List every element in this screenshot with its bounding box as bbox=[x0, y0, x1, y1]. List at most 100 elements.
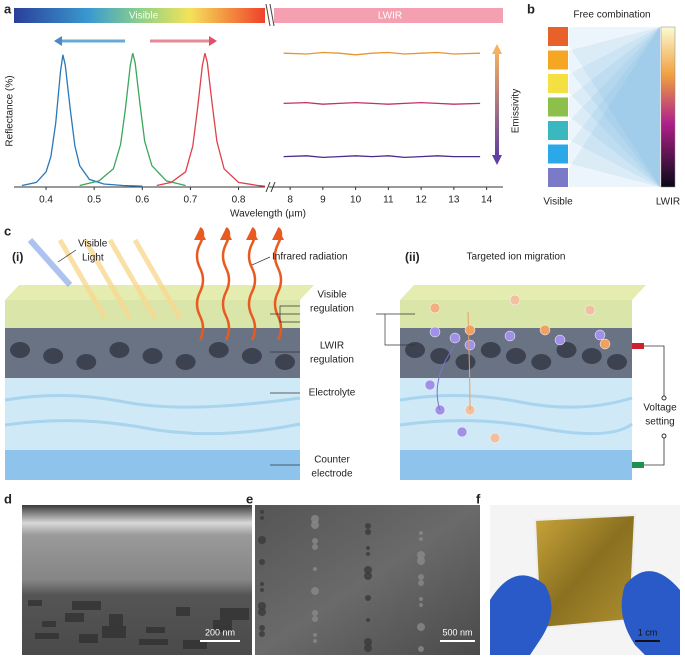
pore bbox=[531, 354, 552, 370]
line-series bbox=[283, 101, 481, 105]
panel-label: c bbox=[4, 223, 11, 238]
electrolyte bbox=[400, 378, 632, 450]
sem-grain bbox=[366, 552, 370, 556]
line-series bbox=[156, 53, 266, 187]
ion bbox=[429, 302, 441, 314]
sem-texture bbox=[65, 613, 84, 622]
ion bbox=[504, 330, 516, 342]
sem-grain bbox=[311, 587, 319, 595]
visible-beam bbox=[82, 238, 133, 320]
axis-label: LWIR bbox=[656, 197, 680, 208]
color-swatch bbox=[548, 97, 568, 117]
ion-path bbox=[467, 311, 471, 411]
sem-texture bbox=[146, 627, 165, 633]
glove bbox=[490, 575, 552, 655]
counter-electrode bbox=[5, 450, 300, 480]
annotation: Light bbox=[82, 253, 104, 264]
electrode-tab bbox=[632, 343, 644, 349]
arrow-head bbox=[194, 228, 206, 240]
x-tick-label: 0.5 bbox=[87, 195, 101, 206]
combination-fan bbox=[569, 27, 660, 187]
leader bbox=[57, 249, 77, 263]
panel-label: b bbox=[527, 1, 535, 16]
sem-grain bbox=[419, 603, 423, 607]
pore bbox=[142, 348, 163, 364]
pore bbox=[480, 342, 501, 358]
panel-label: e bbox=[246, 491, 253, 506]
pore bbox=[405, 342, 425, 358]
sem-texture bbox=[28, 600, 42, 606]
electrolyte-wave bbox=[4, 393, 301, 409]
pore bbox=[10, 342, 30, 358]
line-series bbox=[283, 51, 481, 56]
pore bbox=[556, 342, 577, 358]
layer-label: regulation bbox=[310, 304, 354, 315]
sem-texture bbox=[109, 614, 123, 626]
counter-electrode bbox=[400, 450, 632, 480]
sem-grain bbox=[417, 623, 425, 631]
axis-break bbox=[270, 181, 276, 193]
visible-beam bbox=[57, 238, 108, 320]
visible-band bbox=[14, 8, 265, 23]
color-swatch bbox=[548, 50, 568, 70]
leader bbox=[251, 256, 271, 266]
pore bbox=[506, 348, 526, 364]
sem-grain bbox=[417, 551, 425, 559]
x-tick-label: 0.4 bbox=[39, 195, 53, 206]
band-label: LWIR bbox=[378, 11, 402, 22]
pore bbox=[581, 348, 602, 364]
combination-fan bbox=[569, 27, 660, 187]
sub-label: (ii) bbox=[405, 250, 420, 264]
pore bbox=[76, 354, 97, 370]
ir-wave bbox=[247, 226, 257, 341]
sem-grain bbox=[260, 588, 264, 592]
sem-grain bbox=[365, 595, 371, 601]
sem-grain bbox=[417, 557, 425, 565]
sem-grain bbox=[312, 538, 318, 544]
annotation: Voltage bbox=[643, 403, 677, 414]
sem-grain bbox=[312, 610, 318, 616]
pore bbox=[455, 354, 476, 370]
axis-label: Visible bbox=[543, 197, 573, 208]
sem-grain bbox=[365, 523, 371, 529]
electrolyte-wave bbox=[399, 393, 633, 409]
y-axis-title: Emissivity bbox=[511, 89, 522, 133]
sem-grain bbox=[419, 531, 423, 535]
sem-texture bbox=[42, 621, 56, 627]
sem-grain bbox=[312, 616, 318, 622]
sem-texture bbox=[79, 634, 98, 643]
sem-texture bbox=[72, 601, 101, 610]
scale-label: 500 nm bbox=[442, 627, 472, 637]
pore bbox=[275, 354, 295, 370]
sem-grain bbox=[313, 633, 317, 637]
sem-grain bbox=[258, 536, 266, 544]
pore bbox=[208, 342, 229, 358]
sem-grain bbox=[260, 516, 264, 520]
x-tick-label: 9 bbox=[320, 195, 326, 206]
color-swatch bbox=[548, 121, 568, 140]
panel-label: f bbox=[476, 491, 481, 506]
x-tick-label: 0.7 bbox=[183, 195, 197, 206]
x-tick-label: 11 bbox=[383, 195, 394, 206]
x-tick-label: 14 bbox=[481, 195, 493, 206]
sem-grain bbox=[418, 574, 424, 580]
arrow-head bbox=[272, 228, 284, 240]
arrow-head bbox=[492, 155, 502, 165]
ion bbox=[584, 304, 596, 316]
annotation: Infrared radiation bbox=[272, 252, 348, 263]
layer-label: regulation bbox=[310, 355, 354, 366]
sem-grain bbox=[311, 515, 319, 523]
lwir-band bbox=[274, 8, 503, 23]
ion bbox=[539, 324, 551, 336]
layer-label: LWIR bbox=[320, 341, 344, 352]
combination-fan bbox=[569, 27, 660, 187]
electrode-tab bbox=[632, 462, 644, 468]
visible-beam bbox=[132, 238, 183, 320]
electrolyte-wave bbox=[4, 419, 301, 436]
sem-grain bbox=[419, 537, 423, 541]
ir-wave bbox=[273, 226, 283, 341]
sem-texture bbox=[183, 640, 207, 649]
sem-grain bbox=[364, 566, 372, 574]
arrow-head bbox=[492, 44, 502, 54]
